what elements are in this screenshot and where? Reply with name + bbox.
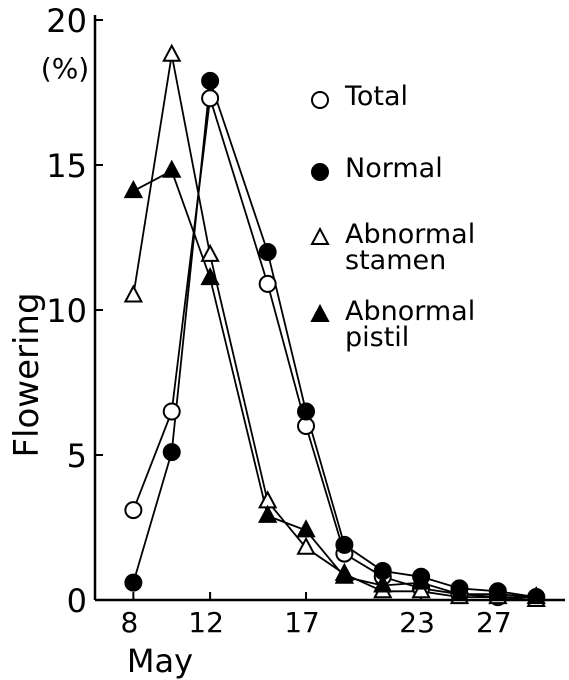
x-tick-label: 27 xyxy=(476,606,512,639)
point xyxy=(373,574,393,593)
point xyxy=(334,565,355,584)
y-axis-label: Flowering xyxy=(7,292,47,457)
legend-marker xyxy=(310,226,330,245)
point xyxy=(162,402,181,421)
legend-label: Abnormal pistil xyxy=(345,296,476,353)
point xyxy=(258,274,277,293)
point xyxy=(162,443,181,462)
point xyxy=(257,504,278,523)
legend-marker xyxy=(311,163,329,181)
y-tick-label: 10 xyxy=(46,292,87,330)
x-tick-label: 12 xyxy=(188,606,224,639)
legend-marker xyxy=(311,91,329,109)
x-tick-label: 8 xyxy=(120,606,138,639)
point xyxy=(526,585,546,605)
legend-label: Normal xyxy=(345,153,443,184)
point xyxy=(296,536,316,555)
point xyxy=(297,402,316,421)
legend-label: Total xyxy=(345,81,409,112)
point xyxy=(124,501,143,520)
y-unit: (%) xyxy=(41,52,89,85)
point xyxy=(123,179,144,199)
legend-marker xyxy=(310,303,330,322)
point xyxy=(124,573,143,592)
y-tick-label: 15 xyxy=(46,147,87,185)
legend-label: Abnormal stamen xyxy=(345,219,476,276)
x-tick-label: 23 xyxy=(399,606,435,639)
y-tick-label: 5 xyxy=(67,437,87,475)
point xyxy=(296,519,316,538)
y-tick-label: 20 xyxy=(46,2,87,40)
point xyxy=(201,89,220,108)
point xyxy=(162,43,182,62)
point xyxy=(488,583,508,602)
y-tick-label: 0 xyxy=(67,582,87,620)
point xyxy=(335,535,354,554)
point xyxy=(411,571,431,590)
point xyxy=(411,580,431,599)
point xyxy=(258,243,277,261)
point xyxy=(200,243,220,262)
point xyxy=(162,159,182,178)
x-tick-label: 17 xyxy=(284,606,320,639)
point xyxy=(449,583,470,602)
x-axis-label: May xyxy=(127,642,193,680)
point xyxy=(201,71,220,90)
point xyxy=(200,266,220,286)
point xyxy=(123,284,144,303)
